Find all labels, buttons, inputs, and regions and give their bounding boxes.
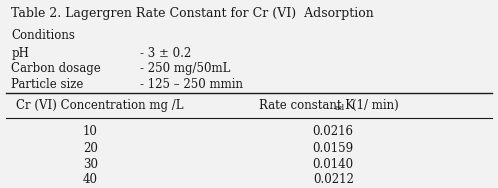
Text: 10: 10 — [83, 125, 98, 138]
Text: Cr (VI) Concentration mg /L: Cr (VI) Concentration mg /L — [16, 99, 184, 112]
Text: 0.0159: 0.0159 — [313, 142, 354, 155]
Text: - 250 mg/50mL: - 250 mg/50mL — [140, 62, 231, 75]
Text: Carbon dosage: Carbon dosage — [11, 62, 101, 75]
Text: 0.0216: 0.0216 — [313, 125, 354, 138]
Text: 0.0140: 0.0140 — [313, 158, 354, 171]
Text: Particle size: Particle size — [11, 78, 84, 91]
Text: Table 2. Lagergren Rate Constant for Cr (VI)  Adsorption: Table 2. Lagergren Rate Constant for Cr … — [11, 7, 374, 20]
Text: 20: 20 — [83, 142, 98, 155]
Text: ad: ad — [334, 104, 345, 112]
Text: - 125 – 250 mmin: - 125 – 250 mmin — [140, 78, 243, 91]
Text: Conditions: Conditions — [11, 29, 75, 42]
Text: pH: pH — [11, 47, 29, 60]
Text: (1/ min): (1/ min) — [352, 99, 398, 112]
Text: 40: 40 — [83, 173, 98, 186]
Text: Rate constant K: Rate constant K — [259, 99, 354, 112]
Text: - 3 ± 0.2: - 3 ± 0.2 — [140, 47, 191, 60]
Text: 30: 30 — [83, 158, 98, 171]
Text: 0.0212: 0.0212 — [313, 173, 354, 186]
